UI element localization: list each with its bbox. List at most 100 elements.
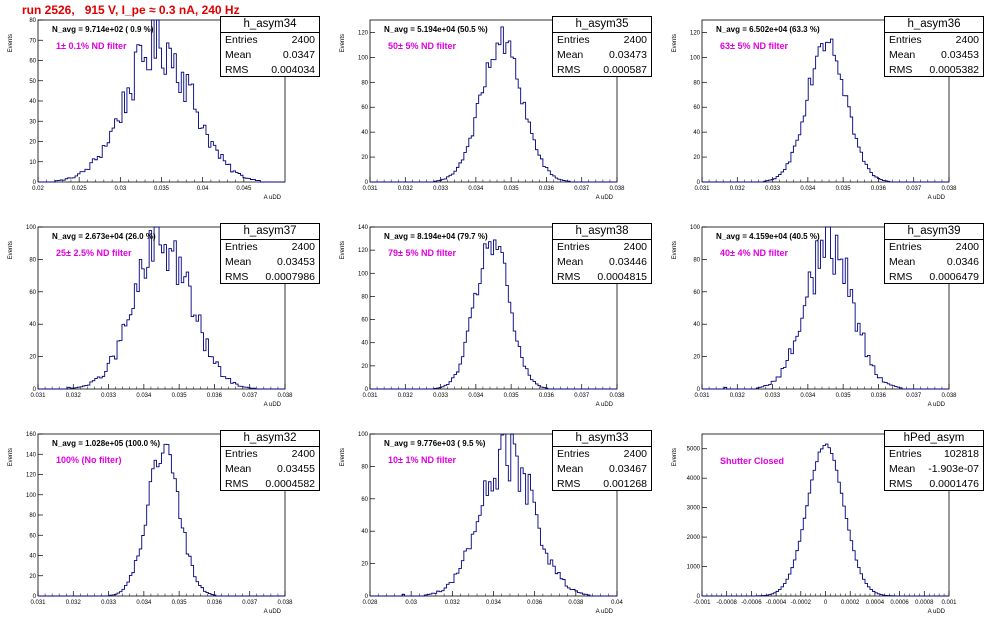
stats-rms-label: RMS <box>557 64 581 76</box>
x-tick-label: 0.001 <box>941 600 957 606</box>
y-tick-label: 100 <box>690 225 701 231</box>
y-tick-label: 40 <box>29 554 36 560</box>
stats-entries-row: Entries 2400 <box>553 33 651 48</box>
stats-mean-value: 0.0347 <box>282 49 315 61</box>
histogram-plot: 0.031 0.032 0.033 0.034 0.035 0.036 0.037 0.038… <box>340 19 625 201</box>
x-axis-label: A uDD <box>264 402 282 408</box>
y-tick-label: 20 <box>361 155 368 161</box>
histogram-series-h_asym36 <box>702 38 949 183</box>
stats-rms-row: RMS 0.0007986 <box>221 270 319 285</box>
x-tick-label: 0.035 <box>172 600 188 606</box>
y-tick-label: 20 <box>29 574 36 580</box>
stats-entries-label: Entries <box>889 448 922 460</box>
stats-mean-label: Mean <box>225 256 252 268</box>
y-tick-label: 60 <box>361 497 368 503</box>
y-tick-label: 140 <box>26 452 37 458</box>
stats-entries-label: Entries <box>889 241 922 253</box>
histogram-plot: 0.031 0.032 0.033 0.034 0.035 0.036 0.037 0.038… <box>672 19 957 201</box>
stats-rms-value: 0.0001476 <box>929 478 979 490</box>
y-tick-label: 80 <box>29 18 36 24</box>
x-tick-label: 0.031 <box>362 186 378 192</box>
filter-label: 10± 1% ND filter <box>388 455 456 465</box>
y-tick-label: 5000 <box>687 447 701 453</box>
y-tick-label: 60 <box>29 533 36 539</box>
histogram-series-h_asym33 <box>370 433 617 597</box>
stats-rms-row: RMS 0.001268 <box>553 477 651 492</box>
x-tick-label: 0.032 <box>730 186 746 192</box>
y-tick-label: 100 <box>358 55 369 61</box>
x-tick-label: -0.0002 <box>791 600 812 606</box>
y-tick-label: 2000 <box>687 535 701 541</box>
stats-entries-value: 2400 <box>291 448 315 460</box>
filter-label: 25± 2.5% ND filter <box>56 248 132 258</box>
x-tick-label: 0.028 <box>362 600 378 606</box>
stats-rms-value: 0.0007986 <box>265 271 315 283</box>
stats-entries-value: 2400 <box>955 241 979 253</box>
y-tick-label: 40 <box>361 529 368 535</box>
y-tick-label: 3000 <box>687 506 701 512</box>
stats-box: h_asym39 Entries 2400 Mean 0.0346 RMS 0.000647… <box>884 223 984 284</box>
y-tick-label: 120 <box>358 248 369 254</box>
x-tick-label: 0.035 <box>836 393 852 399</box>
stats-rms-row: RMS 0.000587 <box>553 63 651 78</box>
x-tick-label: 0.033 <box>433 186 449 192</box>
x-tick-label: 0.037 <box>242 393 258 399</box>
stats-rms-row: RMS 0.0001476 <box>885 477 983 492</box>
stats-rms-label: RMS <box>557 271 581 283</box>
histogram-panel-h_asym35: 0.031 0.032 0.033 0.034 0.035 0.036 0.037 0.038… <box>332 0 664 207</box>
stats-mean-row: Mean 0.03446 <box>553 255 651 270</box>
histogram-name: h_asym33 <box>553 431 651 447</box>
x-tick-label: 0.034 <box>468 393 484 399</box>
plot-frame <box>369 19 618 183</box>
y-tick-label: 100 <box>358 432 369 438</box>
stats-entries-value: 2400 <box>291 241 315 253</box>
y-tick-label: 0 <box>365 594 369 600</box>
x-tick-label: 0.031 <box>694 393 710 399</box>
stats-mean-label: Mean <box>889 49 916 61</box>
y-tick-label: 100 <box>690 55 701 61</box>
stats-rms-label: RMS <box>889 64 913 76</box>
y-tick-label: 60 <box>29 290 36 296</box>
stats-entries-label: Entries <box>225 34 258 46</box>
stats-entries-label: Entries <box>557 34 590 46</box>
y-tick-label: 140 <box>358 225 369 231</box>
page-title: run 2526, 915 V, I_pe ≈ 0.3 nA, 240 Hz <box>22 3 240 17</box>
stats-entries-row: Entries 2400 <box>885 33 983 48</box>
stats-rms-value: 0.001268 <box>603 478 647 490</box>
histogram-panel-h_asym38: 0.031 0.032 0.033 0.034 0.035 0.036 0.037 0.038… <box>332 207 664 414</box>
x-tick-label: 0.035 <box>504 393 520 399</box>
histogram-name: h_asym34 <box>221 17 319 33</box>
n-avg-label: N_avg = 6.502e+04 (63.3 %) <box>716 25 820 34</box>
x-tick-label: 0.0004 <box>866 600 885 606</box>
x-tick-label: 0 <box>824 600 828 606</box>
y-tick-label: 70 <box>29 38 36 44</box>
n-avg-label: N_avg = 8.194e+04 (79.7 %) <box>384 232 488 241</box>
histogram-name: h_asym37 <box>221 224 319 240</box>
x-tick-label: 0.038 <box>609 186 625 192</box>
stats-mean-value: 0.0346 <box>946 256 979 268</box>
x-axis-label: A uDD <box>264 609 282 615</box>
x-axis-label: A uDD <box>596 402 614 408</box>
x-tick-label: 0.036 <box>871 186 887 192</box>
stats-rms-label: RMS <box>225 271 249 283</box>
y-tick-label: 60 <box>361 318 368 324</box>
stats-entries-label: Entries <box>557 448 590 460</box>
x-tick-label: 0.036 <box>539 186 555 192</box>
x-tick-label: 0.035 <box>836 186 852 192</box>
stats-mean-row: Mean 0.03473 <box>553 48 651 63</box>
stats-entries-row: Entries 2400 <box>553 447 651 462</box>
stats-rms-label: RMS <box>557 478 581 490</box>
stats-rms-value: 0.0004815 <box>597 271 647 283</box>
x-tick-label: 0.0006 <box>890 600 909 606</box>
y-tick-label: 120 <box>690 30 701 36</box>
histogram-name: h_asym39 <box>885 224 983 240</box>
x-tick-label: 0.035 <box>172 393 188 399</box>
y-tick-label: 160 <box>26 432 37 438</box>
stats-entries-value: 2400 <box>955 34 979 46</box>
x-tick-label: 0.033 <box>433 393 449 399</box>
histogram-series-h_asym39 <box>702 226 949 390</box>
stats-mean-row: Mean 0.03453 <box>885 48 983 63</box>
y-tick-label: 80 <box>29 513 36 519</box>
x-tick-label: 0.037 <box>574 393 590 399</box>
x-tick-label: 0.037 <box>574 186 590 192</box>
